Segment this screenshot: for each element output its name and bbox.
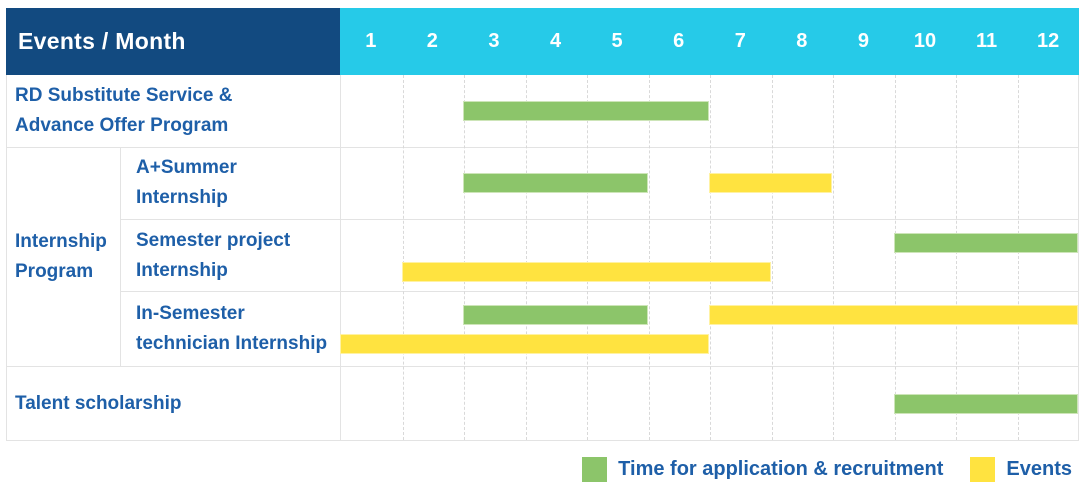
legend-item-application-recruitment: Time for application & recruitment xyxy=(582,457,943,482)
month-header-6: 6 xyxy=(673,30,685,52)
events-month-header: Events / Month xyxy=(6,8,340,75)
gantt-bar-green xyxy=(463,101,709,121)
row-label-line: Internship xyxy=(136,187,228,209)
table-body: RD Substitute Service & Advance Offer Pr… xyxy=(6,75,1079,441)
group-label-internship-program: Internship Program xyxy=(7,148,121,366)
table-row: RD Substitute Service & Advance Offer Pr… xyxy=(7,75,1078,148)
legend-label: Time for application & recruitment xyxy=(618,458,944,480)
month-header-12: 12 xyxy=(1037,30,1060,52)
table-row: Talent scholarship xyxy=(7,367,1078,441)
gantt-bar-yellow xyxy=(709,173,832,194)
green-swatch-icon xyxy=(582,457,608,482)
month-header-4: 4 xyxy=(549,30,562,52)
month-header-7: 7 xyxy=(734,30,746,52)
row-label-line: Talent scholarship xyxy=(15,393,182,414)
gantt-table: Events / Month 1 2 3 4 5 6 7 8 9 10 11 12 RD Substi… xyxy=(6,8,1079,441)
month-header-1: 1 xyxy=(365,30,377,52)
bar-area-semester-project xyxy=(340,220,1078,292)
row-label-line: technician Internship xyxy=(136,333,328,355)
months-header: 1 2 3 4 5 6 7 8 9 10 11 12 xyxy=(340,8,1079,75)
gantt-bar-green xyxy=(463,305,648,326)
gantt-bar-yellow xyxy=(340,334,709,355)
row-label-rd-substitute: RD Substitute Service & Advance Offer Pr… xyxy=(7,75,340,147)
bar-area-talent-scholarship xyxy=(340,367,1078,441)
row-label-talent-scholarship: Talent scholarship xyxy=(7,367,340,441)
gantt-bar-green xyxy=(463,173,648,194)
gantt-bar-green xyxy=(893,394,1078,414)
group-label-line: Program xyxy=(15,261,94,282)
bar-area-rd-substitute xyxy=(340,75,1078,147)
legend: Time for application & recruitment Event… xyxy=(582,457,1072,482)
row-label-semester-project: Semester project Internship xyxy=(121,220,340,292)
row-label-a-plus-summer: A+Summer Internship xyxy=(121,148,340,219)
gantt-bar-green xyxy=(893,232,1078,253)
month-header-2: 2 xyxy=(426,30,438,52)
table-header-row: Events / Month 1 2 3 4 5 6 7 8 9 10 11 12 xyxy=(6,8,1079,75)
row-label-line: RD Substitute Service & xyxy=(15,85,233,106)
month-header-9: 9 xyxy=(857,30,869,52)
month-header-5: 5 xyxy=(611,30,623,52)
legend-item-events: Events xyxy=(970,457,1072,482)
group-label-line: Internship xyxy=(15,231,107,252)
row-label-line: Advance Offer Program xyxy=(15,115,229,136)
internship-program-group: Internship Program A+Summer Internship xyxy=(7,148,1078,367)
month-header-3: 3 xyxy=(488,30,500,52)
legend-label: Events xyxy=(1006,458,1072,480)
month-header-11: 11 xyxy=(975,30,998,52)
gantt-bar-yellow xyxy=(709,305,1078,326)
table-row: Semester project Internship xyxy=(121,220,1078,293)
gantt-bar-yellow xyxy=(401,261,771,282)
bar-area-in-semester-technician xyxy=(340,292,1078,366)
row-label-line: Internship xyxy=(136,259,228,281)
table-row: In-Semester technician Internship xyxy=(121,292,1078,366)
yellow-swatch-icon xyxy=(970,457,996,482)
month-header-8: 8 xyxy=(796,30,808,52)
table-row: A+Summer Internship xyxy=(121,148,1078,220)
row-label-line: Semester project xyxy=(136,229,291,251)
row-label-line: A+Summer xyxy=(136,157,237,179)
bar-area-a-plus-summer xyxy=(340,148,1078,219)
row-label-in-semester-technician: In-Semester technician Internship xyxy=(121,292,340,366)
month-header-10: 10 xyxy=(913,30,937,52)
row-label-line: In-Semester xyxy=(136,303,245,325)
events-month-header-label: Events / Month xyxy=(18,28,186,54)
